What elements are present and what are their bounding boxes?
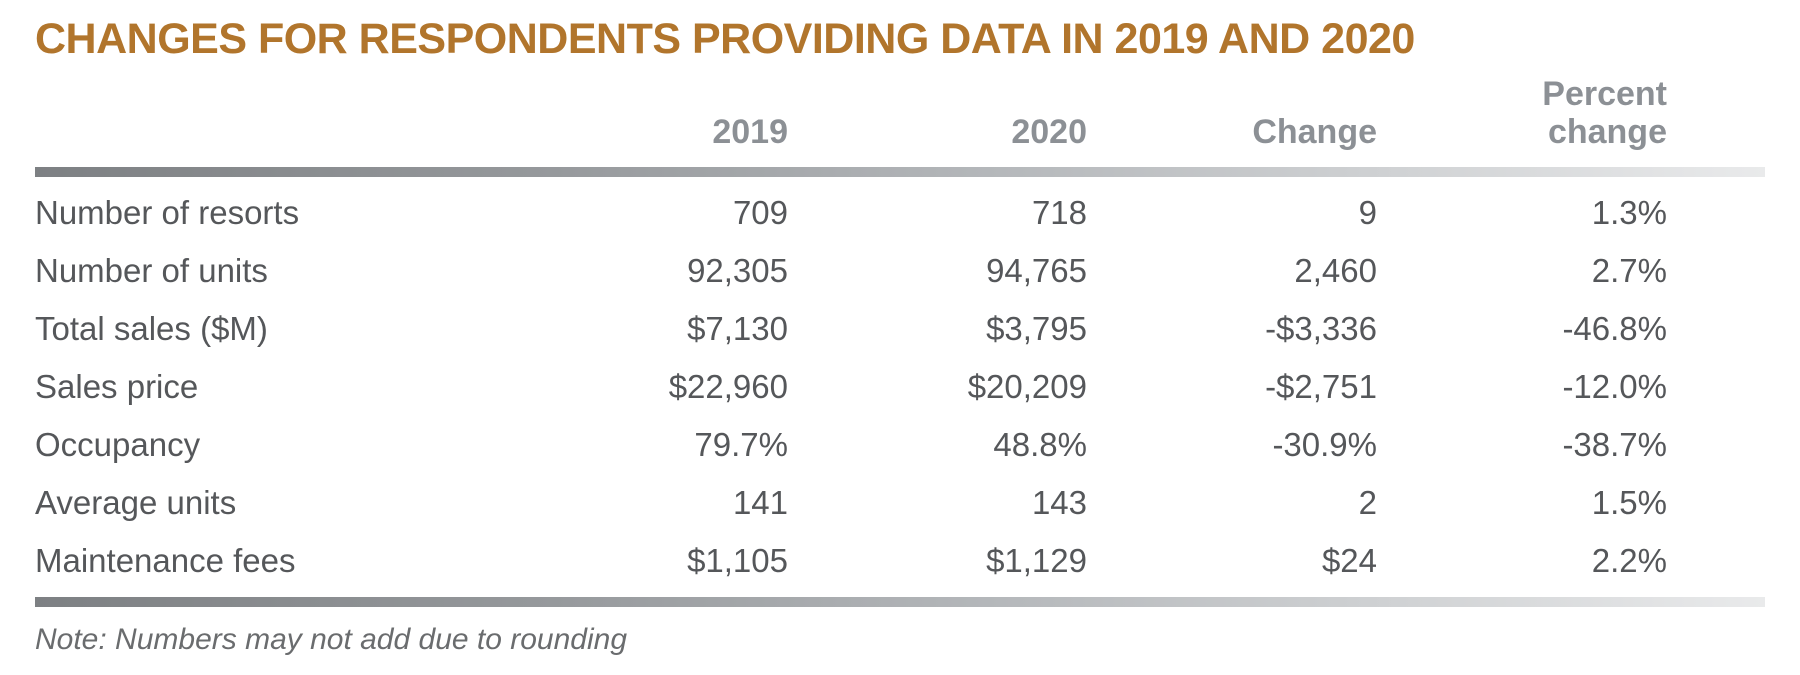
- row-value: 718: [1031, 194, 1087, 231]
- row-value: 141: [732, 484, 788, 521]
- table-header-row: 2019 2020 Change Percent change: [35, 67, 1765, 151]
- table-row: Occupancy 79.7% 48.8% -30.9% -38.7%: [35, 416, 1765, 474]
- table-note: Note: Numbers may not add due to roundin…: [35, 623, 628, 656]
- row-value: -12.0%: [1562, 368, 1667, 405]
- row-value: 92,305: [687, 252, 788, 289]
- row-label: Maintenance fees: [35, 542, 296, 579]
- row-value: 2,460: [1294, 252, 1377, 289]
- table-title: CHANGES FOR RESPONDENTS PROVIDING DATA I…: [35, 15, 1415, 63]
- table-body: Number of resorts 709 718 9 1.3% Number of un…: [35, 177, 1765, 597]
- row-value: $7,130: [687, 310, 788, 347]
- row-value: -38.7%: [1562, 426, 1667, 463]
- row-value: 1.3%: [1591, 194, 1667, 231]
- row-label: Occupancy: [35, 426, 201, 463]
- row-label: Total sales ($M): [35, 310, 268, 347]
- row-value: 143: [1031, 484, 1087, 521]
- column-header-percent-change: Percent change: [1542, 74, 1667, 151]
- row-value: 709: [732, 194, 788, 231]
- footer-divider-bar: [35, 597, 1765, 607]
- table-row: Average units 141 143 2 1.5%: [35, 474, 1765, 532]
- row-value: -30.9%: [1272, 426, 1377, 463]
- row-label: Number of resorts: [35, 194, 300, 231]
- row-value: 2.7%: [1591, 252, 1667, 289]
- row-value: -$2,751: [1265, 368, 1377, 405]
- header-divider-bar: [35, 167, 1765, 177]
- report-table-figure: CHANGES FOR RESPONDENTS PROVIDING DATA I…: [35, 15, 1765, 656]
- row-value: 94,765: [986, 252, 1087, 289]
- row-value: $3,795: [986, 310, 1087, 347]
- table-row: Sales price $22,960 $20,209 -$2,751 -12.0%: [35, 358, 1765, 416]
- column-header-2019: 2019: [712, 112, 788, 151]
- row-value: $20,209: [967, 368, 1087, 405]
- table-row: Number of resorts 709 718 9 1.3%: [35, 184, 1765, 242]
- row-value: -46.8%: [1562, 310, 1667, 347]
- row-value: $24: [1321, 542, 1377, 579]
- row-value: 48.8%: [993, 426, 1087, 463]
- column-header-2020: 2020: [1011, 112, 1087, 151]
- row-value: 2.2%: [1591, 542, 1667, 579]
- row-label: Average units: [35, 484, 237, 521]
- row-value: $1,105: [687, 542, 788, 579]
- row-value: -$3,336: [1265, 310, 1377, 347]
- table-row: Maintenance fees $1,105 $1,129 $24 2.2%: [35, 532, 1765, 590]
- row-label: Sales price: [35, 368, 199, 405]
- row-value: 1.5%: [1591, 484, 1667, 521]
- data-table: 2019 2020 Change Percent change Number o…: [35, 67, 1765, 607]
- row-value: $22,960: [668, 368, 788, 405]
- table-row: Number of units 92,305 94,765 2,460 2.7%: [35, 242, 1765, 300]
- column-header-change: Change: [1252, 112, 1377, 151]
- row-value: 2: [1358, 484, 1377, 521]
- row-value: 79.7%: [694, 426, 788, 463]
- row-label: Number of units: [35, 252, 268, 289]
- row-value: 9: [1358, 194, 1377, 231]
- table-row: Total sales ($M) $7,130 $3,795 -$3,336 -46.8…: [35, 300, 1765, 358]
- row-value: $1,129: [986, 542, 1087, 579]
